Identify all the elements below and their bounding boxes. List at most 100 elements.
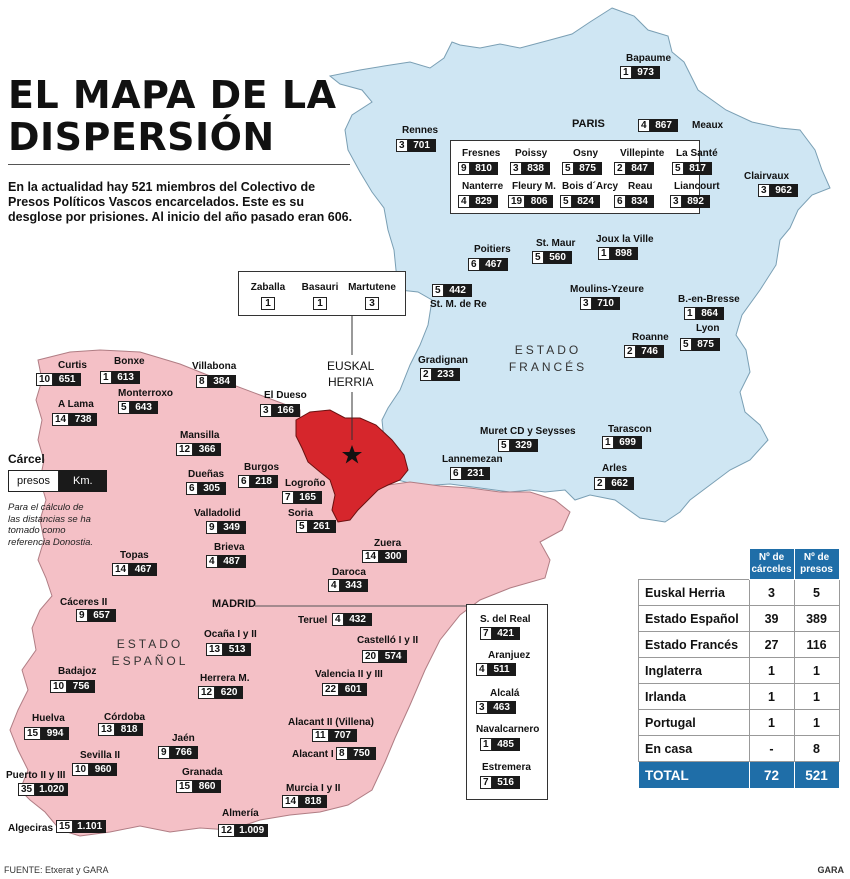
prison-name: Huelva bbox=[32, 713, 65, 724]
prison-km: 892 bbox=[681, 195, 710, 208]
prison-figures: 35 1.020 bbox=[18, 783, 69, 796]
prison-presos: 14 bbox=[362, 550, 380, 563]
prison-km: 366 bbox=[193, 443, 222, 456]
prison-km: 824 bbox=[571, 195, 600, 208]
prison-presos: 9 bbox=[206, 521, 218, 534]
total-row: TOTAL 72 521 bbox=[638, 761, 840, 789]
legend-title: Cárcel bbox=[8, 452, 45, 466]
prison-km: 329 bbox=[509, 439, 538, 452]
prison-name: A Lama bbox=[58, 399, 94, 410]
prison-km: 838 bbox=[521, 162, 550, 175]
prison-presos: 5 bbox=[432, 284, 444, 297]
prison-name: Ocaña I y II bbox=[204, 629, 257, 640]
france-label-line-1: ESTADO bbox=[514, 343, 582, 357]
prison-figures: 4 511 bbox=[476, 663, 516, 676]
euskal-label-line-1: EUSKAL bbox=[327, 359, 375, 373]
prison-figures: 6 231 bbox=[450, 467, 490, 480]
prison-presos: 13 bbox=[98, 723, 116, 736]
prison-name: Zuera bbox=[374, 538, 402, 549]
prison-figures: 7 516 bbox=[480, 776, 520, 789]
prison-presos: 22 bbox=[322, 683, 340, 696]
prison-presos: 4 bbox=[458, 195, 470, 208]
prison-name: Aranjuez bbox=[488, 650, 531, 661]
prison-presos: 5 bbox=[296, 520, 308, 533]
prison-km: 421 bbox=[491, 627, 520, 640]
euskal-prison: Martutene 3 bbox=[343, 282, 401, 310]
prison-presos: 3 bbox=[260, 404, 272, 417]
prison-km: 511 bbox=[487, 663, 516, 676]
prison-km: 261 bbox=[307, 520, 336, 533]
table-row: Euskal Herria 3 5 bbox=[638, 579, 840, 606]
prison-name: Valladolid bbox=[194, 508, 241, 519]
prison-figures: 8 384 bbox=[196, 375, 236, 388]
prison-presos: 15 bbox=[56, 820, 74, 833]
prison-presos: 2 bbox=[624, 345, 636, 358]
euskal-prison: Zaballa 1 bbox=[243, 282, 293, 310]
prison-name: Castelló I y II bbox=[357, 635, 419, 646]
prison-figures: 15 860 bbox=[176, 780, 222, 793]
prison-km: 806 bbox=[525, 195, 554, 208]
prison-figures: 1 864 bbox=[684, 307, 724, 320]
prison-presos: 1 bbox=[598, 247, 610, 260]
prison-presos: 3 bbox=[580, 297, 592, 310]
prison-km: 707 bbox=[328, 729, 357, 742]
table-row: Portugal 1 1 bbox=[638, 709, 840, 736]
prison-name: Osny bbox=[573, 148, 599, 159]
prison-km: 651 bbox=[53, 373, 82, 386]
row-carceles: 27 bbox=[748, 631, 795, 658]
prison-km: 834 bbox=[625, 195, 654, 208]
prison-presos: 11 bbox=[312, 729, 329, 742]
prison-figures: 5 261 bbox=[296, 520, 336, 533]
prison-presos: 1 bbox=[620, 66, 632, 79]
prison-figures: 11 707 bbox=[312, 729, 357, 742]
prison-presos: 4 bbox=[476, 663, 488, 676]
prison-km: 746 bbox=[635, 345, 664, 358]
prison-figures: 14 467 bbox=[112, 563, 158, 576]
prison-presos: 8 bbox=[196, 375, 208, 388]
prison-figures: 7 421 bbox=[480, 627, 520, 640]
prison-presos: 2 bbox=[594, 477, 606, 490]
title-line-2: DISPERSIÓN bbox=[8, 115, 275, 159]
prison-name: Gradignan bbox=[418, 355, 469, 366]
prison-km: 442 bbox=[443, 284, 472, 297]
prison-figures: 5 875 bbox=[680, 338, 720, 351]
prison-name: Herrera M. bbox=[200, 673, 250, 684]
prison-name: S. del Real bbox=[480, 614, 531, 625]
prison-presos: 5 bbox=[118, 401, 130, 414]
prison-figures: 4 487 bbox=[206, 555, 246, 568]
prison-presos: 14 bbox=[52, 413, 70, 426]
intro-text: En la actualidad hay 521 miembros del Co… bbox=[8, 180, 353, 224]
prison-figures: 14 738 bbox=[52, 413, 98, 426]
row-presos: 389 bbox=[793, 605, 840, 632]
prison-km: 898 bbox=[609, 247, 638, 260]
prison-presos: 7 bbox=[480, 776, 492, 789]
prison-name: Granada bbox=[182, 767, 223, 778]
prison-name: Navalcarnero bbox=[476, 724, 540, 735]
prison-figures: 3 838 bbox=[510, 162, 550, 175]
prison-name: Alacant II (Villena) bbox=[288, 717, 374, 728]
prison-km: 613 bbox=[111, 371, 140, 384]
prison-name: Brieva bbox=[214, 542, 245, 553]
row-label: Portugal bbox=[638, 709, 750, 736]
paris-label: PARIS bbox=[572, 118, 605, 130]
euskal-herria-label: EUSKAL HERRIA bbox=[327, 358, 374, 390]
prison-presos: 14 bbox=[112, 563, 130, 576]
prison-presos: 3 bbox=[476, 701, 488, 714]
prison-presos: 1 bbox=[602, 436, 614, 449]
prison-name: Reau bbox=[628, 181, 653, 192]
prison-name: Curtis bbox=[58, 360, 87, 371]
prison-km: 574 bbox=[379, 650, 408, 663]
prison-name: Roanne bbox=[632, 332, 669, 343]
prison-km: 973 bbox=[631, 66, 660, 79]
prison-km: 860 bbox=[193, 780, 222, 793]
prison-presos: 4 bbox=[328, 579, 340, 592]
table-row: Irlanda 1 1 bbox=[638, 683, 840, 710]
prison-figures: 13 513 bbox=[206, 643, 252, 656]
prison-name: Dueñas bbox=[188, 469, 225, 480]
euskal-label-line-2: HERRIA bbox=[328, 375, 374, 389]
prison-presos: 8 bbox=[336, 747, 348, 760]
prison-km: 305 bbox=[197, 482, 226, 495]
legend-presos: presos bbox=[8, 470, 60, 492]
prison-presos: 5 bbox=[672, 162, 684, 175]
row-carceles: 1 bbox=[748, 657, 795, 684]
